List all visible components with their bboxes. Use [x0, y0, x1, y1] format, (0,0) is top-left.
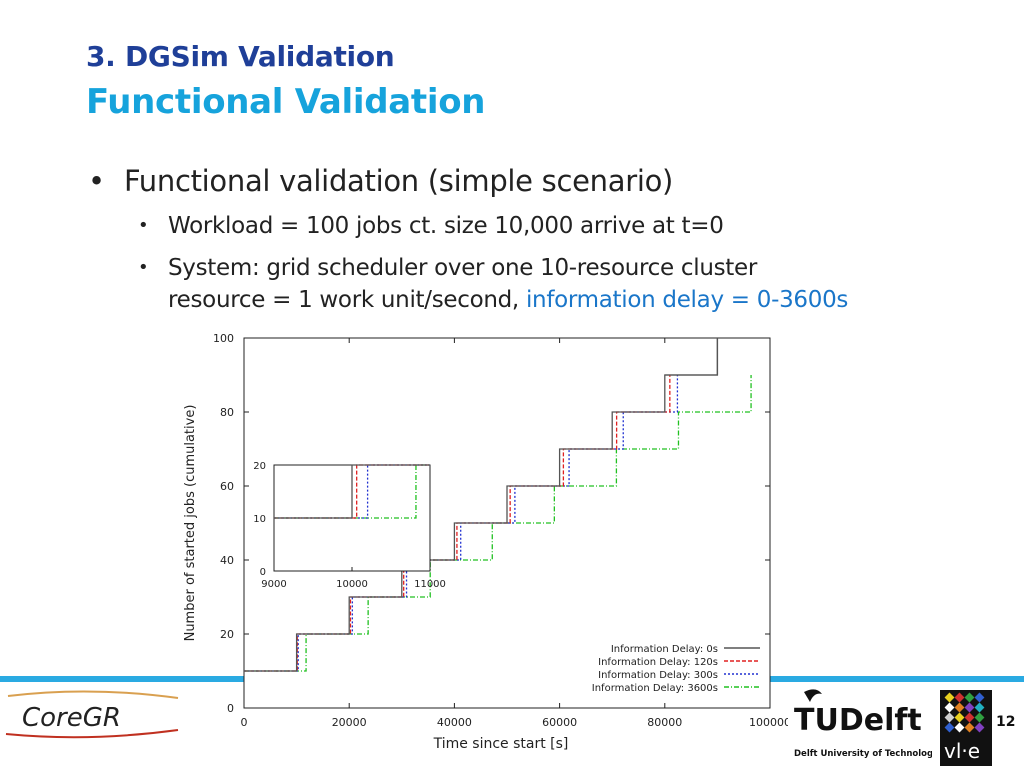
vle-grid-cell	[964, 702, 975, 713]
vle-grid-cell	[974, 722, 985, 733]
vle-grid-cell	[974, 692, 985, 703]
x-tick-label: 40000	[437, 716, 472, 729]
inset-x-tick-label: 10000	[336, 579, 368, 590]
legend-label: Information Delay: 3600s	[592, 683, 718, 694]
vle-grid-cell	[944, 712, 955, 723]
bullet-marker: •	[138, 257, 149, 278]
inset-x-tick-label: 9000	[261, 579, 286, 590]
vle-grid-cell	[974, 712, 985, 723]
vle-grid-cell	[944, 722, 955, 733]
y-tick-label: 40	[220, 554, 234, 567]
page-number: 12	[996, 714, 1016, 730]
series-line	[244, 338, 719, 672]
flame-icon	[804, 689, 822, 702]
bullet-marker: •	[88, 164, 105, 198]
bullet-text: Functional validation (simple scenario)	[124, 164, 674, 198]
vle-grid-cell	[964, 722, 975, 733]
bullet-highlight: information delay = 0-3600s	[525, 287, 849, 313]
vle-grid-cell	[954, 702, 965, 713]
vle-logo-text: vl·e	[944, 739, 980, 763]
tudelft-logo-text: TUDelft	[794, 703, 922, 738]
x-tick-label: 20000	[332, 716, 367, 729]
legend-label: Information Delay: 120s	[598, 657, 718, 668]
x-tick-label: 0	[241, 716, 248, 729]
legend-label: Information Delay: 300s	[598, 670, 718, 681]
vle-grid-cell	[954, 692, 965, 703]
legend-label: Information Delay: 0s	[611, 644, 718, 655]
bullet-marker: •	[138, 215, 149, 236]
bullet-text: Workload = 100 jobs ct. size 10,000 arri…	[168, 213, 724, 239]
step-chart: 0 20000 40000 60000 80000 100000020406080100T…	[183, 332, 788, 752]
y-tick-label: 0	[227, 702, 234, 715]
x-tick-label: 80000	[647, 716, 682, 729]
coregrid-logo-text: CoreGR	[22, 703, 121, 733]
bullet-text: resource = 1 work unit/second,	[168, 287, 526, 313]
y-tick-label: 100	[213, 332, 234, 345]
vle-grid-cell	[964, 692, 975, 703]
x-axis-label: Time since start [s]	[433, 736, 569, 752]
y-tick-label: 20	[220, 628, 234, 641]
inset-y-tick-label: 0	[260, 567, 266, 578]
x-tick-label: 60000	[542, 716, 577, 729]
coregrid-logo: CoreGR	[5, 690, 179, 739]
inset-x-tick-label: 11000	[414, 579, 446, 590]
vle-grid-cell	[954, 722, 965, 733]
slide-title-section: 3. DGSim Validation	[86, 40, 395, 73]
vle-grid-cell	[974, 702, 985, 713]
inset-y-tick-label: 20	[253, 461, 266, 472]
vle-grid-cell	[964, 712, 975, 723]
vle-grid-cell	[944, 702, 955, 713]
slide-title: Functional Validation	[86, 82, 486, 122]
vle-grid-cell	[944, 692, 955, 703]
y-tick-label: 80	[220, 406, 234, 419]
inset-y-tick-label: 10	[253, 514, 266, 525]
tudelft-subtitle: Delft University of Technology	[794, 749, 932, 759]
inset-series-line	[274, 464, 430, 519]
tudelft-logo: TUDelft Delft University of Technology	[794, 689, 932, 759]
x-tick-label: 100000	[749, 716, 788, 729]
vle-grid-cell	[954, 712, 965, 723]
y-tick-label: 60	[220, 480, 234, 493]
inset-series-line	[274, 464, 430, 519]
series-line-tail	[664, 338, 719, 376]
y-axis-label: Number of started jobs (cumulative)	[183, 405, 198, 642]
vle-logo: vl·e	[940, 690, 992, 766]
bullet-text: System: grid scheduler over one 10-resou…	[168, 255, 758, 281]
